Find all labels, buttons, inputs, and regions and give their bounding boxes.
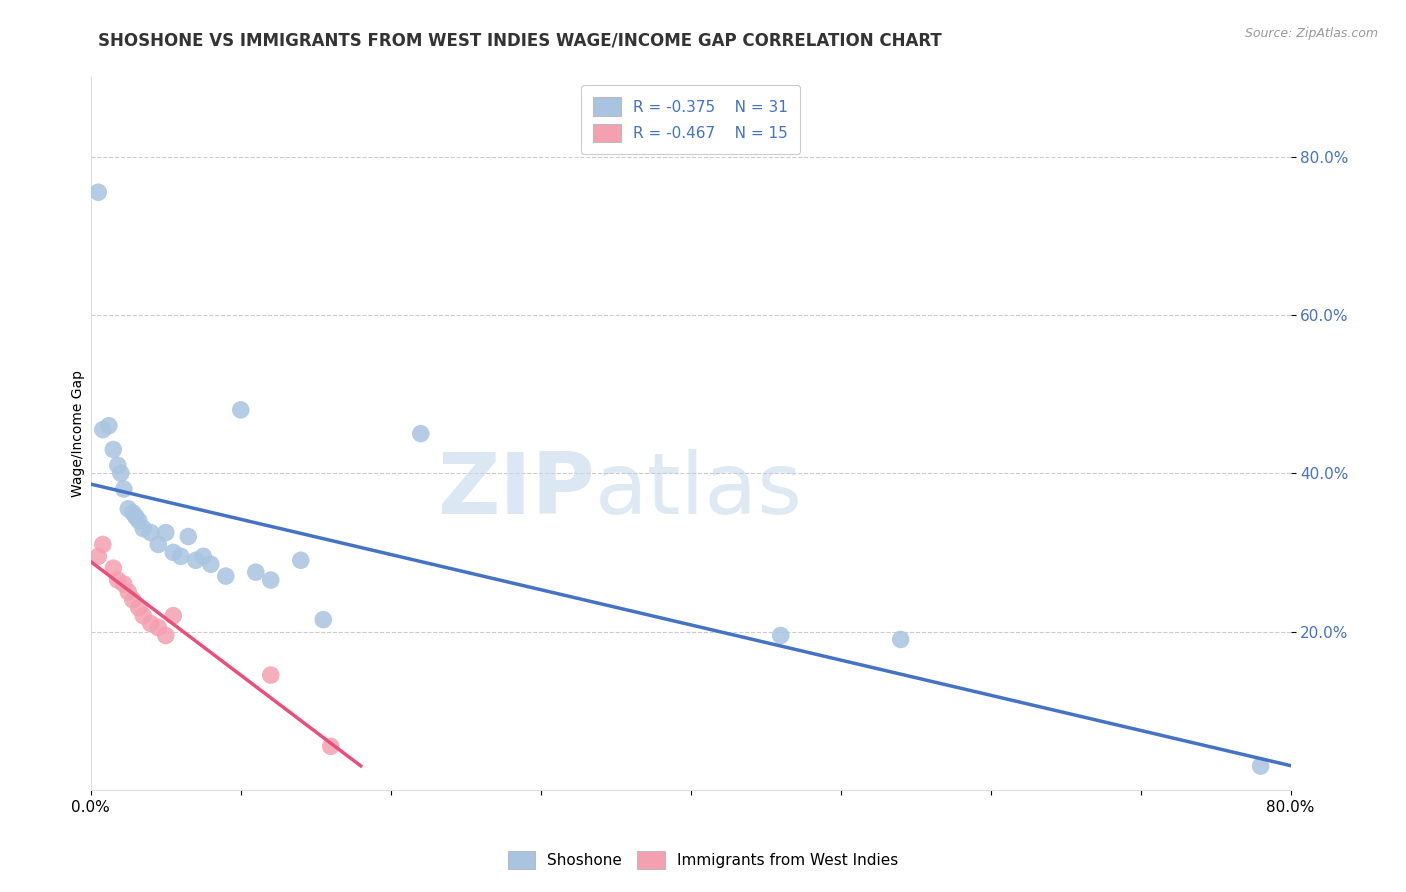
Legend: R = -0.375    N = 31, R = -0.467    N = 15: R = -0.375 N = 31, R = -0.467 N = 15	[581, 85, 800, 154]
Point	[103, 442, 125, 457]
Point	[117, 501, 139, 516]
Point	[87, 185, 110, 199]
Point	[312, 613, 335, 627]
Point	[121, 506, 143, 520]
Y-axis label: Wage/Income Gap: Wage/Income Gap	[72, 370, 86, 497]
Point	[177, 530, 200, 544]
Point	[148, 621, 170, 635]
Point	[121, 592, 143, 607]
Point	[155, 525, 177, 540]
Point	[769, 628, 792, 642]
Text: SHOSHONE VS IMMIGRANTS FROM WEST INDIES WAGE/INCOME GAP CORRELATION CHART: SHOSHONE VS IMMIGRANTS FROM WEST INDIES …	[98, 31, 942, 49]
Point	[148, 537, 170, 551]
Point	[110, 467, 132, 481]
Text: Source: ZipAtlas.com: Source: ZipAtlas.com	[1244, 27, 1378, 40]
Point	[91, 537, 114, 551]
Point	[245, 565, 267, 579]
Point	[112, 482, 135, 496]
Point	[890, 632, 912, 647]
Point	[132, 608, 155, 623]
Point	[117, 585, 139, 599]
Point	[107, 458, 129, 473]
Text: ZIP: ZIP	[437, 450, 595, 533]
Point	[87, 549, 110, 564]
Point	[260, 573, 283, 587]
Point	[112, 577, 135, 591]
Point	[91, 423, 114, 437]
Point	[1250, 759, 1272, 773]
Point	[132, 522, 155, 536]
Text: atlas: atlas	[595, 450, 803, 533]
Point	[162, 545, 184, 559]
Point	[319, 739, 342, 754]
Point	[229, 403, 252, 417]
Point	[155, 628, 177, 642]
Point	[290, 553, 312, 567]
Point	[409, 426, 432, 441]
Point	[215, 569, 238, 583]
Point	[193, 549, 215, 564]
Point	[128, 514, 150, 528]
Point	[170, 549, 193, 564]
Point	[184, 553, 207, 567]
Point	[200, 558, 222, 572]
Point	[162, 608, 184, 623]
Point	[139, 616, 162, 631]
Point	[103, 561, 125, 575]
Legend: Shoshone, Immigrants from West Indies: Shoshone, Immigrants from West Indies	[502, 845, 904, 875]
Point	[128, 600, 150, 615]
Point	[260, 668, 283, 682]
Point	[107, 573, 129, 587]
Point	[97, 418, 120, 433]
Point	[125, 509, 148, 524]
Point	[139, 525, 162, 540]
